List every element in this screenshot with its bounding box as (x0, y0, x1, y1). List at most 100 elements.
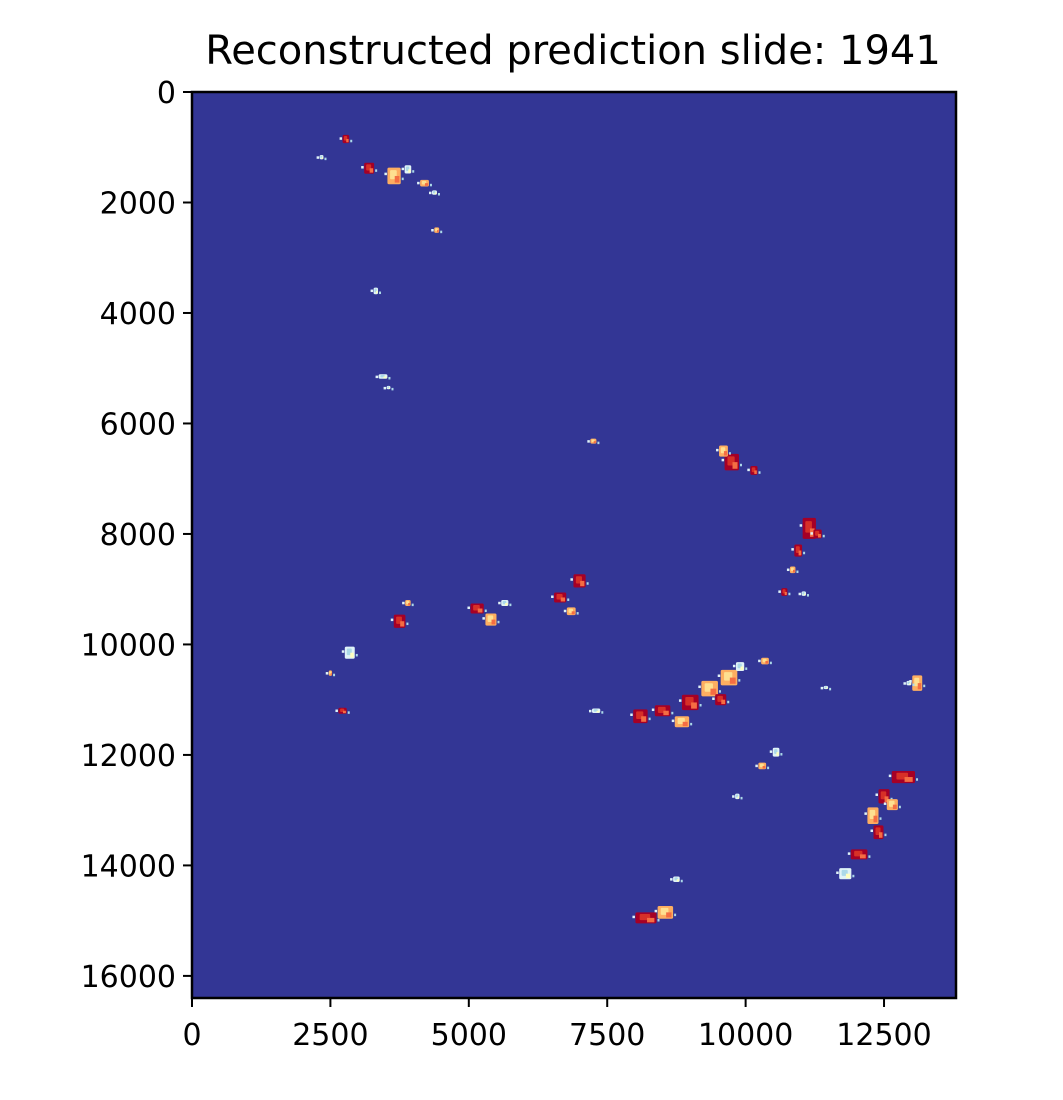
speckle (437, 192, 440, 196)
prediction-region (778, 588, 791, 596)
prediction-region (678, 694, 702, 711)
speckle (355, 653, 358, 657)
speckle (888, 774, 892, 778)
prediction-region (383, 385, 394, 391)
speckle (632, 915, 635, 919)
speckle (576, 612, 579, 615)
speckle (431, 229, 434, 232)
prediction-region (717, 669, 741, 686)
speckle (890, 797, 893, 801)
speckle (333, 673, 336, 677)
prediction-region (588, 708, 604, 714)
speckle (563, 609, 567, 613)
speckle (903, 682, 906, 685)
speckle (674, 913, 677, 917)
prediction-region (361, 162, 378, 174)
prediction-region (632, 912, 660, 924)
speckle (484, 609, 487, 613)
speckle (412, 170, 415, 173)
speckle (916, 778, 919, 781)
speckle (884, 833, 887, 837)
speckle (586, 582, 589, 585)
speckle (718, 690, 721, 693)
prediction-region (712, 694, 730, 706)
speckle (898, 805, 901, 809)
speckle (671, 719, 675, 723)
prediction-region (370, 287, 382, 295)
speckle (402, 601, 405, 605)
prediction-region (671, 716, 693, 728)
prediction-region (721, 453, 742, 471)
speckle (678, 699, 682, 702)
prediction-region (670, 876, 683, 883)
speckle (388, 376, 391, 380)
prediction-region (864, 807, 882, 824)
prediction-region (482, 613, 500, 626)
speckle (509, 603, 512, 607)
prediction-region (402, 599, 414, 607)
prediction-region (587, 438, 600, 445)
speckle (868, 855, 871, 858)
prediction-region (417, 179, 432, 187)
x-tick-label: 7500 (569, 1018, 645, 1053)
speckle (923, 684, 926, 688)
speckle (745, 667, 748, 670)
prediction-region (551, 592, 570, 603)
speckle (806, 594, 809, 597)
speckle (875, 793, 878, 796)
speckle (680, 879, 683, 883)
speckle (864, 812, 867, 815)
speckle (375, 169, 378, 172)
x-tick-label: 0 (182, 1018, 201, 1053)
speckle (788, 592, 791, 596)
speckle (325, 672, 329, 675)
prediction-region (401, 165, 415, 174)
speckle (497, 620, 500, 624)
speckle (384, 172, 387, 176)
speckle (798, 592, 802, 596)
speckle (391, 387, 394, 391)
x-tick-label: 10000 (698, 1018, 793, 1053)
speckle (350, 139, 353, 143)
speckle (630, 713, 633, 716)
prediction-region (316, 154, 327, 161)
prediction-region (341, 646, 358, 659)
speckle (361, 166, 364, 169)
prediction-region (651, 705, 674, 717)
prediction-region (732, 793, 743, 800)
speckle (316, 156, 320, 159)
prediction-region (498, 599, 512, 607)
prediction-region (883, 799, 901, 811)
speckle (390, 618, 394, 622)
x-tick-label: 12500 (836, 1018, 931, 1053)
prediction-region (698, 680, 721, 697)
prediction-region (570, 574, 589, 588)
prediction-region (428, 190, 440, 196)
speckle (738, 679, 741, 682)
speckle (728, 452, 731, 455)
prediction-region (747, 466, 761, 475)
speckle (411, 603, 414, 607)
speckle (670, 878, 673, 881)
speckle (747, 468, 750, 472)
speckle (721, 458, 725, 462)
speckle (375, 375, 379, 379)
speckle (383, 386, 387, 390)
speckle (651, 708, 655, 712)
speckle (769, 750, 773, 753)
prediction-region (431, 227, 443, 234)
speckle (370, 289, 374, 293)
speckle (379, 291, 382, 295)
x-tick-label: 2500 (292, 1018, 368, 1053)
speckle (912, 683, 915, 687)
speckle (690, 722, 693, 726)
y-tick-label: 8000 (100, 518, 176, 553)
speckle (657, 919, 660, 922)
prediction-region (630, 709, 651, 724)
speckle (406, 622, 409, 626)
speckle (717, 674, 721, 677)
speckle (758, 659, 761, 663)
speckle (601, 711, 604, 714)
prediction-region (716, 445, 731, 457)
